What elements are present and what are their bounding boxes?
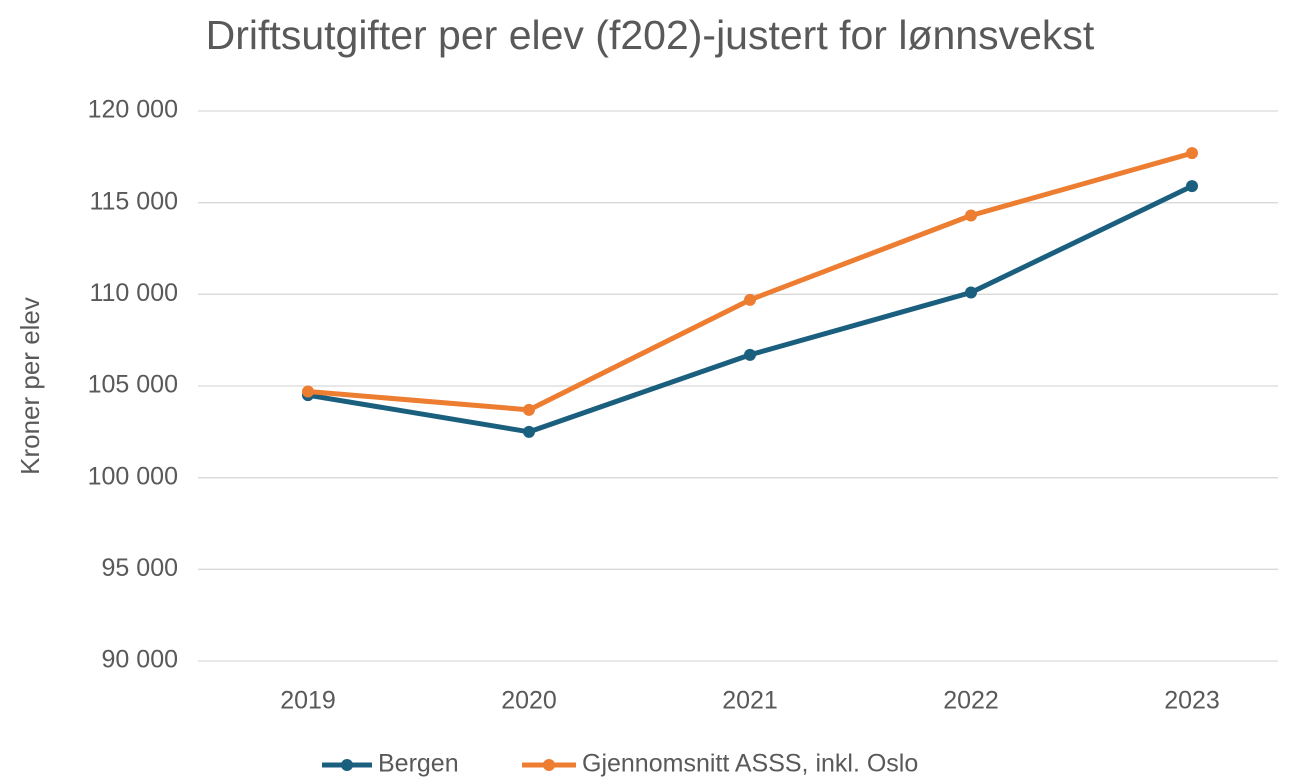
point — [523, 403, 535, 416]
point — [1186, 180, 1198, 193]
point — [523, 425, 535, 438]
legend-label: Gjennomsnitt ASSS, inkl. Oslo — [582, 750, 918, 777]
point — [965, 209, 977, 222]
y-tick-label: 105 000 — [88, 371, 178, 399]
y-tick-label: 95 000 — [102, 554, 178, 582]
point — [965, 286, 977, 299]
x-tick-label: 2022 — [943, 687, 999, 715]
point — [1186, 147, 1198, 160]
x-tick-label: 2019 — [280, 687, 336, 715]
x-tick-label: 2020 — [501, 687, 557, 715]
line — [307, 183, 1194, 435]
y-tick-label: 115 000 — [89, 187, 178, 215]
line — [307, 150, 1193, 413]
chart-title: Driftsutgifter per elev (f202)-justert f… — [206, 12, 1095, 58]
y-tick-label: 110 000 — [89, 279, 178, 307]
y-tick-label: 90 000 — [102, 646, 178, 674]
x-tick-label: 2023 — [1164, 687, 1220, 715]
y-tick-label: 120 000 — [88, 96, 178, 124]
legend-marker — [341, 759, 353, 771]
legend-marker — [543, 759, 555, 771]
legend-label: Bergen — [378, 750, 459, 777]
point — [744, 293, 756, 306]
x-tick-label: 2021 — [722, 687, 778, 715]
y-tick-label: 100 000 — [88, 462, 178, 490]
point — [744, 348, 756, 361]
point — [302, 385, 314, 398]
y-axis-label: Kroner per elev — [15, 297, 45, 475]
